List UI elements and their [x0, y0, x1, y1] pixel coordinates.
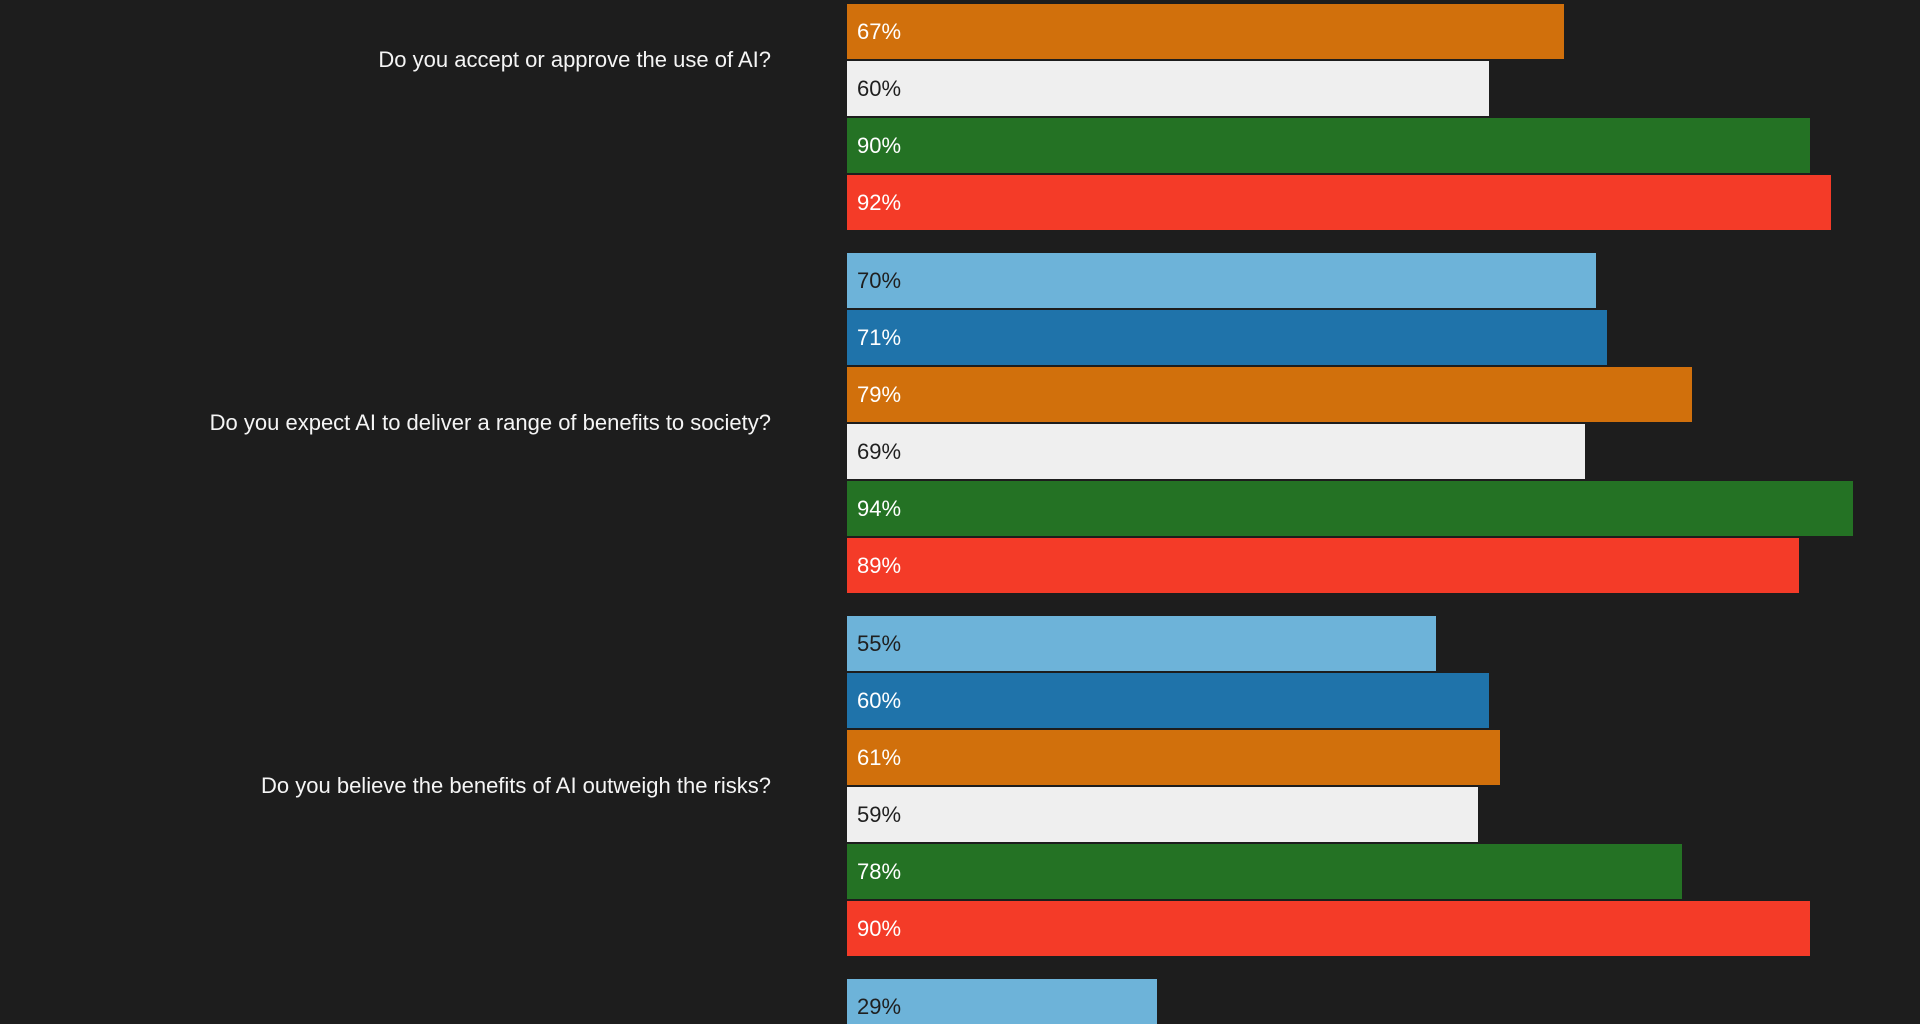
- bar-value-label: 59%: [857, 801, 902, 827]
- question-label-1: Do you accept or approve the use of AI?: [378, 47, 771, 73]
- bar-value-label: 79%: [857, 381, 902, 407]
- bar-group-2-series-2: 71%: [847, 310, 1607, 365]
- bar-value-label: 67%: [857, 18, 902, 44]
- bar-value-label: 92%: [857, 189, 902, 215]
- bar-value-label: 89%: [857, 552, 902, 578]
- bar-value-label: 71%: [857, 324, 902, 350]
- bar-value-label: 94%: [857, 495, 902, 521]
- question-label-3: Do you believe the benefits of AI outwei…: [261, 773, 771, 799]
- bar-group-1-series-4: 60%: [847, 61, 1489, 116]
- bar-group-2-series-3: 79%: [847, 367, 1692, 422]
- bar-group-3-series-5: 78%: [847, 844, 1682, 899]
- bar-group-2-series-1: 70%: [847, 253, 1596, 308]
- bar-group-1-series-3: 67%: [847, 4, 1564, 59]
- bar-value-label: 60%: [857, 687, 902, 713]
- bar-group-2-series-5: 94%: [847, 481, 1853, 536]
- bar-value-label: 70%: [857, 267, 902, 293]
- bar-group-1-series-6: 92%: [847, 175, 1831, 230]
- bar-value-label: 29%: [857, 993, 902, 1019]
- bar-value-label: 69%: [857, 438, 902, 464]
- bar-group-3-series-4: 59%: [847, 787, 1478, 842]
- bar-group-3-series-1: 55%: [847, 616, 1436, 671]
- bar-group-3-series-2: 60%: [847, 673, 1489, 728]
- bar-group-3-series-3: 61%: [847, 730, 1500, 785]
- question-label-2: Do you expect AI to deliver a range of b…: [209, 410, 771, 436]
- bar-value-label: 90%: [857, 132, 902, 158]
- bar-group-2-series-4: 69%: [847, 424, 1585, 479]
- bar-value-label: 90%: [857, 915, 902, 941]
- bar-value-label: 60%: [857, 75, 902, 101]
- bar-group-3-series-6: 90%: [847, 901, 1810, 956]
- bar-value-label: 61%: [857, 744, 902, 770]
- bar-value-label: 55%: [857, 630, 902, 656]
- bar-group-4-series-1: 29%: [847, 979, 1157, 1024]
- bar-value-label: 78%: [857, 858, 902, 884]
- bar-group-2-series-6: 89%: [847, 538, 1799, 593]
- bar-group-1-series-5: 90%: [847, 118, 1810, 173]
